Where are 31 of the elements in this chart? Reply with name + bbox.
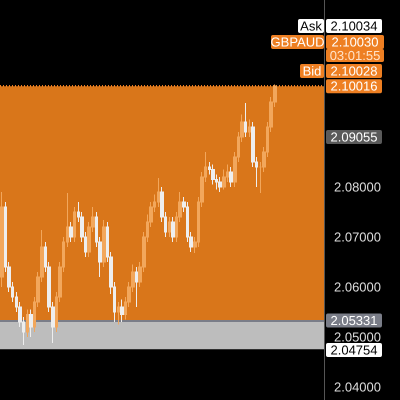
- ref-line-label: 2.05331: [330, 312, 378, 328]
- candlestick: [73, 206, 76, 242]
- candlestick: [244, 102, 247, 138]
- candlestick: [135, 266, 138, 308]
- candlestick: [218, 176, 222, 192]
- candlestick: [120, 299, 124, 322]
- candlestick: [0, 192, 4, 288]
- text: 2.04754: [330, 342, 378, 358]
- candlestick: [69, 222, 73, 242]
- y-tick-label: 2.07000: [334, 230, 381, 244]
- candlestick: [102, 220, 106, 268]
- text: 03:01:55: [330, 48, 380, 63]
- y-tick-label: 2.08000: [334, 180, 381, 194]
- y-tick-label: 2.06000: [334, 280, 381, 294]
- candlestick: [26, 309, 29, 338]
- candlestick: [248, 119, 251, 138]
- candlestick: [171, 216, 175, 242]
- annotation: GBPAUD: [270, 34, 324, 50]
- y-tick-label: 2.04000: [334, 380, 381, 394]
- text: 2.09055: [330, 130, 378, 144]
- ref-line-label: 2.10016: [330, 78, 378, 94]
- text: 2.10030: [332, 34, 378, 50]
- annotation: Bid: [302, 64, 322, 78]
- candlestick: [229, 166, 233, 188]
- annotation: Ask: [300, 18, 322, 34]
- candlestick: [168, 216, 171, 238]
- candlestick: [29, 309, 33, 338]
- text: 2.10028: [330, 64, 378, 78]
- candlestick: [117, 302, 120, 325]
- text: 2.10034: [330, 18, 378, 34]
- y-tick-label: 2.05000: [334, 330, 381, 344]
